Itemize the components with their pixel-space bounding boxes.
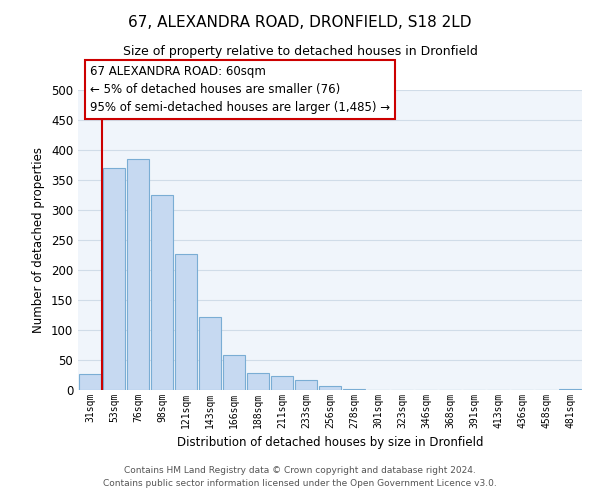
Bar — [319, 386, 341, 390]
Y-axis label: Number of detached properties: Number of detached properties — [32, 147, 46, 333]
Bar — [103, 168, 125, 390]
Bar — [199, 318, 221, 390]
Text: Contains HM Land Registry data © Crown copyright and database right 2024.
Contai: Contains HM Land Registry data © Crown c… — [103, 466, 497, 487]
Bar — [271, 376, 293, 390]
Text: 67, ALEXANDRA ROAD, DRONFIELD, S18 2LD: 67, ALEXANDRA ROAD, DRONFIELD, S18 2LD — [128, 15, 472, 30]
Text: Size of property relative to detached houses in Dronfield: Size of property relative to detached ho… — [122, 45, 478, 58]
Bar — [559, 389, 581, 390]
Bar — [151, 195, 173, 390]
Text: 67 ALEXANDRA ROAD: 60sqm
← 5% of detached houses are smaller (76)
95% of semi-de: 67 ALEXANDRA ROAD: 60sqm ← 5% of detache… — [90, 65, 390, 114]
Bar — [79, 374, 101, 390]
Bar — [295, 380, 317, 390]
Bar — [127, 159, 149, 390]
X-axis label: Distribution of detached houses by size in Dronfield: Distribution of detached houses by size … — [177, 436, 483, 450]
Bar — [247, 373, 269, 390]
Bar — [175, 254, 197, 390]
Bar — [223, 355, 245, 390]
